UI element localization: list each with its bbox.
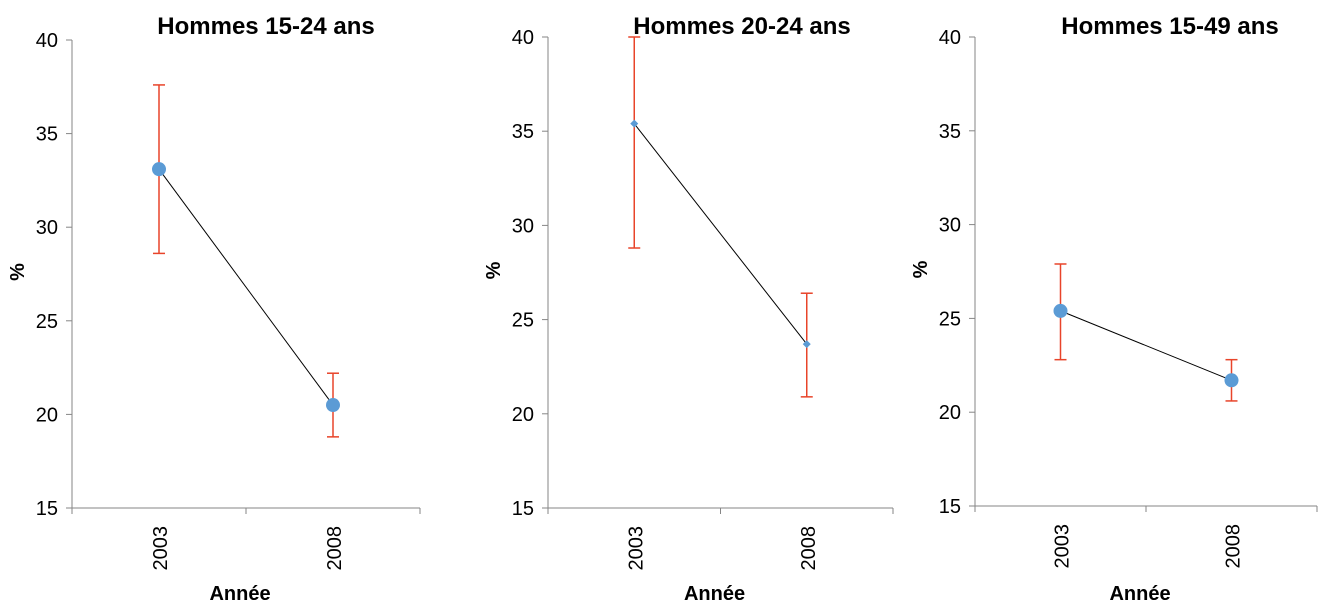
x-axis-label: Année: [684, 583, 745, 604]
chart-title: Hommes 20-24 ans: [633, 13, 850, 40]
chart-title: Hommes 15-24 ans: [157, 13, 374, 40]
y-tick-label: 30: [939, 215, 961, 237]
data-point: [1224, 373, 1239, 388]
x-tick-label: 2003: [625, 526, 647, 571]
y-tick-label: 15: [512, 498, 534, 520]
y-tick-label: 25: [939, 308, 961, 330]
y-tick-label: 35: [512, 121, 534, 143]
chart-panel-1: 15 20 25 30 35 40 2003 2008 Hommes 15-24 ans Anné…: [7, 13, 421, 604]
data-point: [630, 119, 639, 128]
y-tick-label: 20: [36, 404, 58, 426]
chart-title: Hommes 15-49 ans: [1061, 13, 1278, 40]
y-tick-label: 35: [36, 124, 58, 146]
y-tick-label: 40: [939, 27, 961, 49]
x-axis-label: Année: [209, 583, 270, 604]
x-axis-label: Année: [1109, 583, 1170, 604]
series-line: [633, 123, 808, 345]
y-tick-label: 20: [512, 404, 534, 426]
y-axis-label: %: [910, 260, 932, 278]
y-tick-label: 25: [512, 310, 534, 332]
series-line: [1060, 310, 1232, 381]
y-tick-label: 40: [512, 27, 534, 49]
data-point: [152, 162, 166, 177]
y-tick-label: 25: [36, 311, 58, 333]
x-tick-label: 2008: [1223, 524, 1245, 569]
data-point: [1053, 303, 1068, 318]
data-point: [326, 398, 340, 413]
data-point: [802, 340, 811, 349]
y-tick-label: 30: [36, 217, 58, 239]
y-tick-label: 40: [36, 30, 58, 52]
series-line: [158, 168, 334, 406]
y-tick-label: 20: [939, 402, 961, 424]
x-tick-label: 2003: [150, 526, 172, 571]
x-tick-label: 2008: [324, 526, 346, 571]
y-axis-label: %: [7, 263, 29, 281]
y-axis-label: %: [483, 261, 505, 279]
y-tick-label: 30: [512, 215, 534, 237]
x-tick-label: 2008: [798, 526, 820, 571]
y-tick-label: 35: [939, 121, 961, 143]
chart-panel-2: 15 20 25 30 35 40 2003 2008 Hommes 20-24 ans Anné…: [483, 13, 894, 604]
x-tick-label: 2003: [1052, 524, 1074, 569]
chart-panel-3: 15 20 25 30 35 40 2003 2008 Hommes 15-49 ans Anné…: [910, 13, 1318, 604]
y-tick-label: 15: [939, 496, 961, 518]
y-tick-label: 15: [36, 498, 58, 520]
